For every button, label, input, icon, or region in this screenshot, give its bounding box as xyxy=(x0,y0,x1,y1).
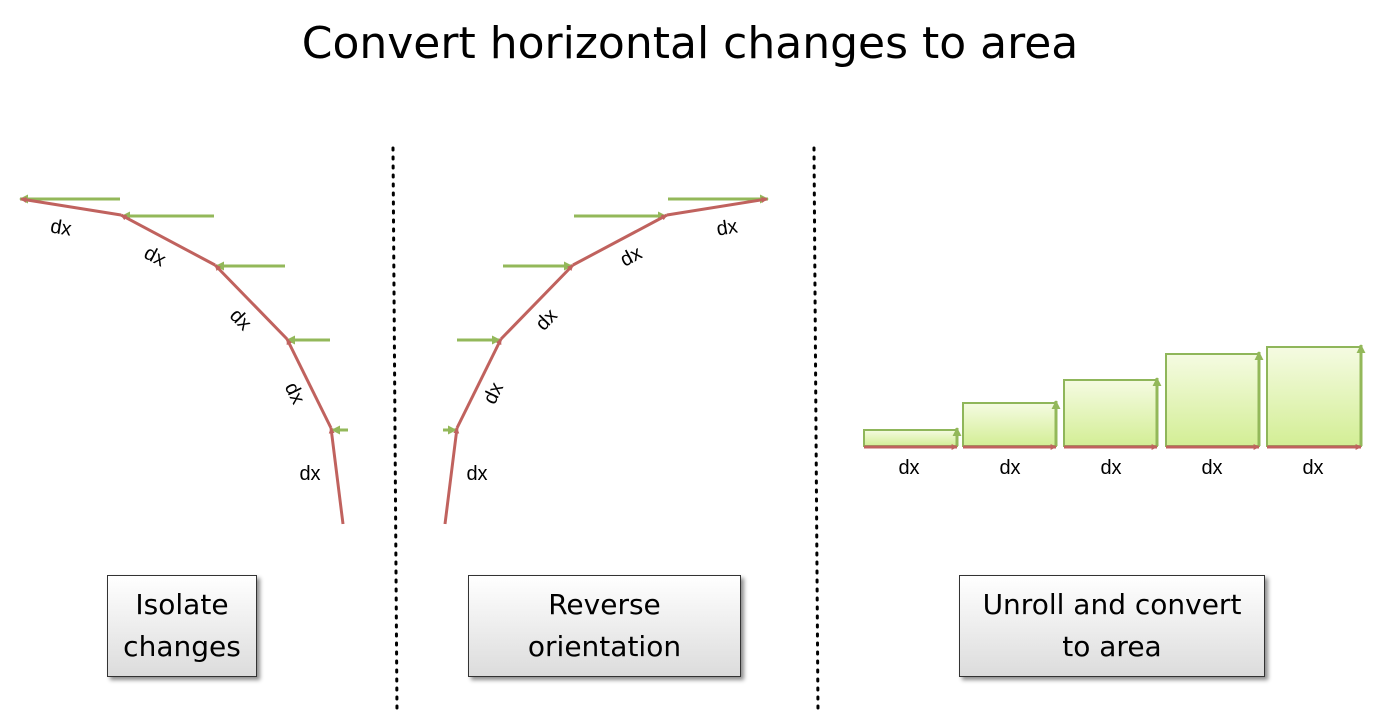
caption-isolate-changes: Isolate changes xyxy=(107,575,257,677)
divider-left xyxy=(391,146,399,714)
path-segments xyxy=(20,196,345,525)
path-segment xyxy=(213,263,289,341)
segment-label: dx xyxy=(531,305,562,335)
vertical-height-arrows xyxy=(952,344,1366,446)
caption-line: changes xyxy=(123,630,241,663)
path-segment xyxy=(443,427,460,525)
panel-unroll-area: dx dx dx dx dx xyxy=(863,344,1366,479)
path-segment xyxy=(666,196,768,217)
caption-line: Reverse xyxy=(548,588,661,621)
path-segment xyxy=(455,338,503,429)
segment-label: dx xyxy=(1201,457,1222,479)
segment-label: dx xyxy=(898,457,919,479)
area-rect xyxy=(1063,379,1158,447)
path-segment xyxy=(120,213,216,267)
segment-label: dx xyxy=(715,216,739,241)
horizontal-change-arrows xyxy=(19,194,348,435)
path-segment xyxy=(285,338,333,429)
segment-label: dx xyxy=(479,379,508,408)
segment-label: dx xyxy=(299,463,320,485)
caption-line: orientation xyxy=(527,630,682,663)
slide-title: Convert horizontal changes to area xyxy=(301,18,1079,69)
path-segment xyxy=(328,427,345,525)
caption-line: Unroll and convert xyxy=(982,588,1242,621)
segment-label: dx xyxy=(466,463,487,485)
segment-label: dx xyxy=(999,457,1020,479)
caption-line: Isolate xyxy=(135,588,229,621)
segment-label: dx xyxy=(280,379,309,408)
path-segment xyxy=(499,263,575,341)
segment-label: dx xyxy=(225,305,256,335)
divider-right xyxy=(812,146,820,714)
segment-labels: dx dx dx dx dx xyxy=(49,216,321,485)
segment-labels: dx dx dx dx dx xyxy=(898,457,1323,479)
area-rect xyxy=(962,402,1057,447)
segment-labels: dx dx dx dx dx xyxy=(466,216,739,485)
caption-unroll-area: Unroll and convert to area xyxy=(959,575,1265,677)
segment-label: dx xyxy=(140,242,169,271)
panel-reverse-orientation: dx dx dx dx dx xyxy=(443,194,769,525)
segment-label: dx xyxy=(617,242,646,271)
panel-isolate-changes: dx dx dx dx dx xyxy=(19,194,348,525)
area-rect xyxy=(1165,353,1260,447)
segment-label: dx xyxy=(1302,457,1323,479)
area-rectangles xyxy=(863,346,1362,447)
segment-label: dx xyxy=(49,216,73,241)
area-rect xyxy=(1266,346,1362,447)
path-segments xyxy=(443,196,768,525)
caption-reverse-orientation: Reverse orientation xyxy=(468,575,741,677)
area-rect xyxy=(863,429,958,447)
segment-label: dx xyxy=(1100,457,1121,479)
path-segment xyxy=(572,213,668,267)
path-segment xyxy=(20,196,122,217)
caption-line: to area xyxy=(1062,630,1162,663)
